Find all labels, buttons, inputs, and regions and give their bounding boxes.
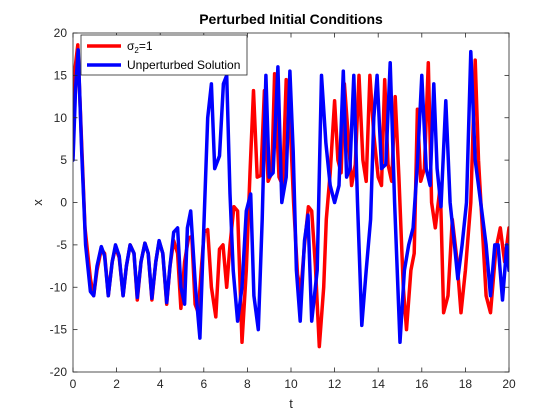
axes-layer: 0 2 4 6 8 10 12 14 16 18 20 -20 -15 -10 -5 0 5 10 15 20	[50, 26, 516, 391]
legend-subscript: 2	[134, 46, 139, 55]
y-tick-label: 20	[54, 26, 68, 40]
y-tick-label: -20	[50, 365, 68, 379]
x-tick-label: 14	[372, 377, 386, 391]
y-tick-label: 10	[54, 111, 68, 125]
x-tick-label: 20	[502, 377, 516, 391]
y-axis-label: x	[30, 199, 45, 206]
y-tick-label: 5	[60, 153, 67, 167]
legend-value: =1	[139, 39, 153, 53]
x-tick-label: 16	[415, 377, 429, 391]
x-tick-label: 2	[113, 377, 120, 391]
x-tick-label: 8	[244, 377, 251, 391]
legend: σ2=1 Unperturbed Solution	[80, 34, 248, 76]
x-tick-label: 12	[328, 377, 342, 391]
x-tick-label: 0	[70, 377, 77, 391]
y-tick-label: -5	[56, 238, 67, 252]
y-tick-label: 15	[54, 68, 68, 82]
x-tick-label: 10	[284, 377, 298, 391]
chart-title: Perturbed Initial Conditions	[199, 11, 383, 27]
x-tick-label: 18	[459, 377, 473, 391]
y-tick-label: -10	[50, 280, 68, 294]
y-tick-label: 0	[60, 196, 67, 210]
x-tick-label: 4	[157, 377, 164, 391]
y-tick-label: -15	[50, 323, 68, 337]
series-line-unperturbed	[73, 48, 509, 345]
legend-entry-perturbed: σ2=1	[127, 39, 153, 55]
legend-entry-unperturbed: Unperturbed Solution	[127, 58, 240, 72]
x-tick-label: 6	[200, 377, 207, 391]
legend-sigma: σ	[127, 39, 135, 53]
series-layer	[73, 43, 509, 349]
x-axis-label: t	[289, 396, 293, 411]
legend-box	[80, 34, 248, 76]
